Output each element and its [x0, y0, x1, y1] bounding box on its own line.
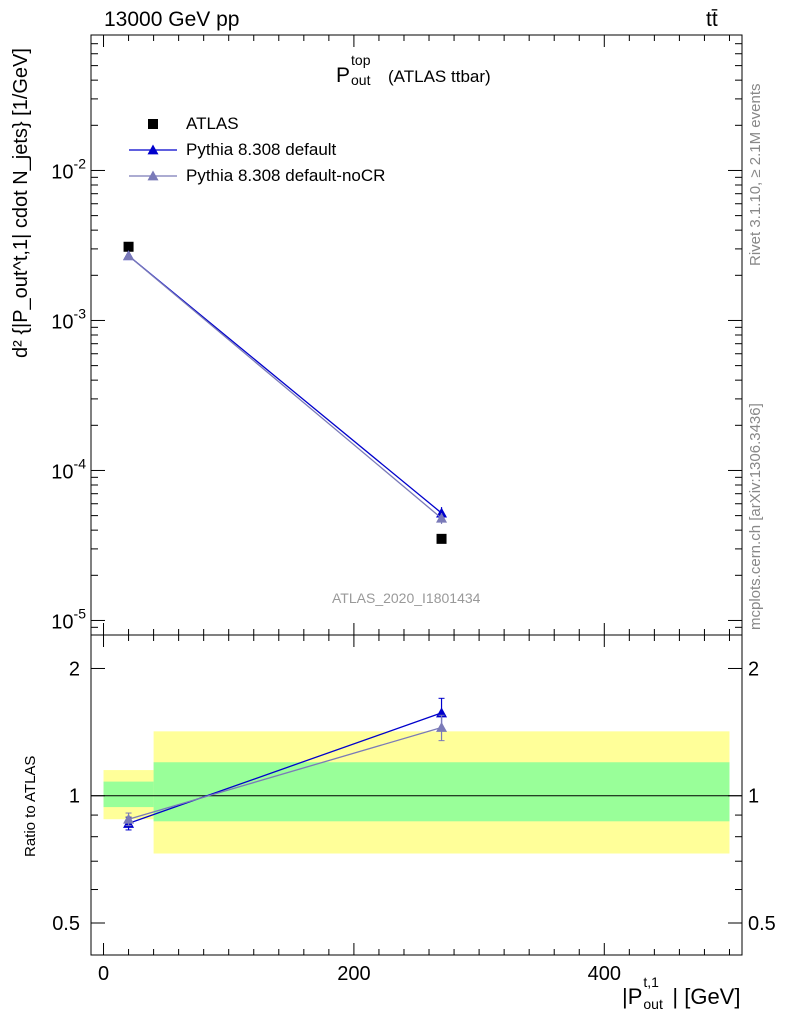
y-axis-label-upper: d² {|P_out^t,1| cdot N_jets} [1/GeV]	[10, 48, 32, 358]
energy-label: 13000 GeV pp	[104, 8, 240, 31]
ratio-series-line-1	[128, 726, 442, 820]
ratio-point-1-1	[436, 722, 448, 732]
y-tick-label-main-2: 10-3	[51, 305, 86, 333]
watermark: ATLAS_2020_I1801434	[332, 590, 481, 606]
main-series-line-1	[128, 255, 442, 514]
process-label: tt̄	[706, 8, 718, 31]
rivet-label: Rivet 3.1.10, ≥ 2.1M events	[747, 83, 764, 267]
legend-item-atlas: ATLAS	[186, 114, 239, 134]
legend-label-nocr: Pythia 8.308 default-noCR	[186, 166, 386, 185]
legend-marker-nocr	[147, 170, 159, 181]
x-tick-label-200: 200	[337, 963, 370, 985]
y-tick-label-ratio-l-0: 0.5	[52, 913, 80, 935]
legend-item-default: Pythia 8.308 default	[186, 140, 336, 160]
legend-item-nocr: Pythia 8.308 default-noCR	[186, 166, 385, 186]
mcplots-label: mcplots.cern.ch [arXiv:1306.3436]	[747, 403, 764, 630]
x-axis-label-pre: |P	[622, 984, 643, 1009]
plot-title-sub: out	[351, 72, 371, 88]
x-axis-label-post: | [GeV]	[672, 984, 741, 1009]
main-point-1-1	[436, 507, 448, 518]
y-tick-label-main-0: 10-5	[51, 605, 86, 633]
x-tick-label-400: 400	[588, 963, 621, 985]
y-tick-label-main-1: 10-4	[51, 455, 86, 483]
main-point-2-1	[436, 512, 448, 523]
y-tick-label-ratio-r-2: 2	[748, 658, 759, 680]
plot-title-suffix: (ATLAS ttbar)	[388, 67, 491, 86]
y-tick-label-ratio-r-0: 0.5	[748, 913, 776, 935]
ratio-point-1-0	[123, 813, 135, 824]
legend-marker-atlas	[148, 119, 158, 129]
legend-marker-default	[147, 144, 159, 155]
ratio-band-inner-1	[153, 762, 730, 822]
y-tick-label-main-3: 10-2	[51, 155, 86, 183]
x-axis-label-sub: out	[643, 996, 663, 1012]
legend-label-atlas: ATLAS	[186, 114, 239, 133]
y-tick-label-ratio-l-1: 1	[69, 786, 80, 808]
main-series-line-2	[128, 255, 442, 519]
x-axis-label: |P t,1 out | [GeV]	[622, 974, 741, 1012]
ratio-series-line-0	[128, 712, 442, 825]
main-point-2-0	[123, 250, 135, 261]
plot-title-main: P	[336, 64, 351, 87]
x-tick-label-0: 0	[98, 963, 109, 985]
main-point-0-0	[123, 241, 134, 252]
main-point-0-1	[436, 533, 447, 544]
ratio-band-inner-0	[103, 781, 154, 808]
y-axis-label-lower: Ratio to ATLAS	[22, 755, 39, 857]
plot-title-sup: top	[351, 52, 371, 68]
ratio-frame	[90, 634, 743, 956]
y-tick-label-ratio-r-1: 1	[748, 786, 759, 808]
legend-label-default: Pythia 8.308 default	[186, 140, 337, 159]
x-axis-label-sup: t,1	[643, 974, 659, 990]
y-tick-label-ratio-l-2: 2	[69, 658, 80, 680]
